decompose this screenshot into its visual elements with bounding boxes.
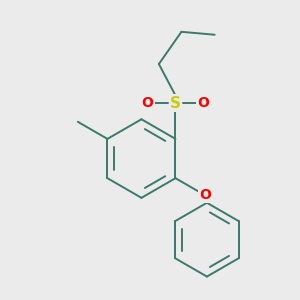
Text: O: O: [142, 96, 153, 110]
Text: O: O: [199, 188, 211, 202]
Text: O: O: [198, 96, 209, 110]
Text: S: S: [170, 95, 181, 110]
